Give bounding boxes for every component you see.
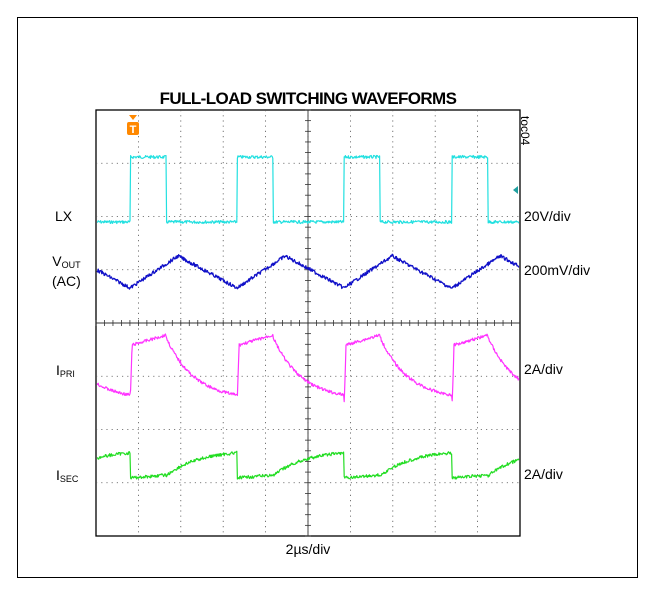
figure-frame xyxy=(17,17,638,578)
scope-markers: T xyxy=(127,115,518,194)
isec-scale: 2A/div xyxy=(524,466,563,482)
scope-grid xyxy=(95,109,521,537)
scope-traces xyxy=(96,154,520,480)
figure-id: toc04 xyxy=(518,116,532,146)
vout-trace xyxy=(96,253,520,290)
lx-scale: 20V/div xyxy=(524,208,571,224)
ground-marker-icon xyxy=(513,186,518,194)
trigger-label: T xyxy=(130,124,137,136)
vout-label: VOUT (AC) xyxy=(52,253,81,289)
ipri-trace xyxy=(96,333,520,403)
chart-title: FULL-LOAD SWITCHING WAVEFORMS xyxy=(159,89,457,108)
isec-label: ISEC xyxy=(56,467,79,484)
timebase-label: 2µs/div xyxy=(285,541,331,557)
isec-trace xyxy=(96,450,520,480)
ipri-scale: 2A/div xyxy=(524,361,563,377)
lx-trace xyxy=(96,154,520,225)
trigger-arrow-icon xyxy=(129,115,137,120)
ipri-label: IPRI xyxy=(56,362,75,379)
trigger-badge xyxy=(127,122,139,135)
lx-label: LX xyxy=(55,208,73,224)
vout-scale: 200mV/div xyxy=(524,262,591,278)
